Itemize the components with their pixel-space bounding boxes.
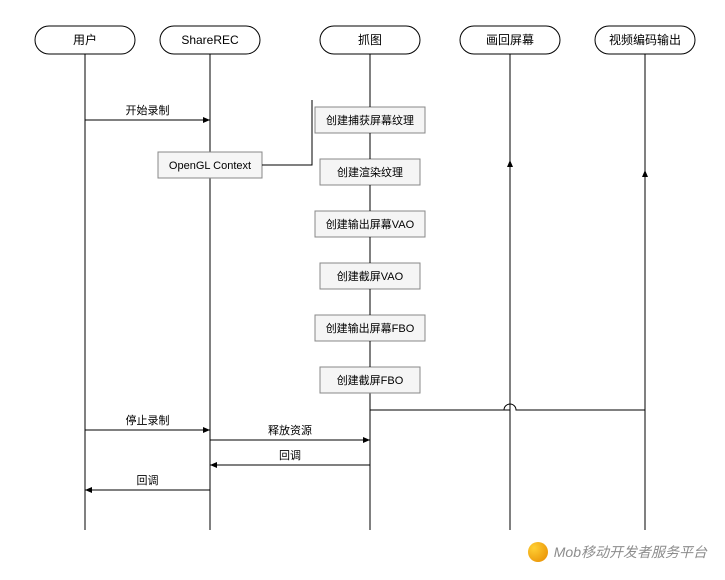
step-label: OpenGL Context [169, 160, 251, 172]
actor-label-capture: 抓图 [358, 33, 382, 47]
watermark: Mob移动开发者服务平台 [528, 542, 707, 562]
actor-label-screen: 画回屏幕 [486, 33, 534, 47]
message-label: 回调 [279, 449, 301, 462]
actor-label-share: ShareREC [181, 33, 239, 47]
step-label: 创建截屏VAO [337, 269, 404, 283]
watermark-text: Mob移动开发者服务平台 [554, 542, 707, 562]
message-label: 停止录制 [126, 413, 170, 427]
sequence-diagram: 用户 ShareREC 抓图 画回屏幕 视频编码输出开始录制 OpenGL Context… [0, 0, 725, 580]
message-label: 释放资源 [268, 423, 312, 437]
message-label: 回调 [137, 474, 159, 487]
step-label: 创建截屏FBO [337, 373, 404, 387]
step-label: 创建渲染纹理 [337, 165, 403, 179]
actor-label-user: 用户 [73, 32, 97, 47]
step-label: 创建捕获屏幕纹理 [326, 113, 414, 127]
weibo-icon [528, 542, 548, 562]
connector [262, 100, 312, 165]
step-label: 创建输出屏幕FBO [326, 321, 415, 335]
step-label: 创建输出屏幕VAO [326, 217, 415, 231]
actor-label-encode: 视频编码输出 [609, 32, 681, 47]
message-label: 开始录制 [126, 103, 170, 117]
